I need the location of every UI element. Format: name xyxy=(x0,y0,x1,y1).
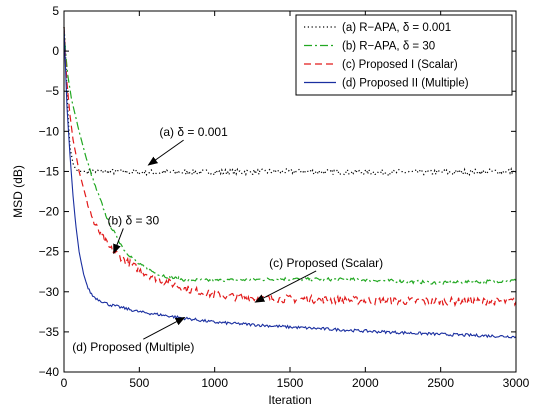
annotation-label: (c) Proposed (Scalar) xyxy=(269,256,383,270)
annotation-arrow xyxy=(147,139,184,166)
x-tick-label: 2000 xyxy=(352,376,379,390)
x-tick-label: 1000 xyxy=(201,376,228,390)
series-line-4 xyxy=(63,26,517,339)
annotation-layer: (a) δ = 0.001 (b) δ = 30 (c) Proposed (Sca… xyxy=(72,125,383,354)
y-tick-label: 5 xyxy=(52,4,59,18)
plot-frame xyxy=(63,10,517,373)
y-tick-label: 0 xyxy=(52,44,59,58)
y-tick-label: −20 xyxy=(39,205,60,219)
y-tick-label: −25 xyxy=(39,245,60,259)
annotation-arrow xyxy=(143,316,186,340)
y-tick-label: −10 xyxy=(39,124,60,138)
series-line-1 xyxy=(63,26,517,177)
y-tick-label: −40 xyxy=(39,365,60,379)
y-tick-label: −15 xyxy=(39,164,60,178)
x-tick-label: 1500 xyxy=(277,376,304,390)
legend-entry: (b) R−APA, δ = 30 xyxy=(342,41,435,53)
series-line-2 xyxy=(63,26,517,286)
y-axis-label: MSD (dB) xyxy=(11,165,25,218)
x-tick-label: 500 xyxy=(129,376,149,390)
legend-box xyxy=(295,14,513,96)
series-line-3 xyxy=(63,26,517,308)
legend-entry: (c) Proposed I (Scalar) xyxy=(342,59,458,71)
tick-layer: 0 500 1000 1500 2000 2500 3000 5 0 −5 −10 −15 −20 −25… xyxy=(39,4,530,390)
legend: (a) R−APA, δ = 0.001 (b) R−APA, δ = 30 (c)… xyxy=(295,14,513,96)
x-tick-label: 2500 xyxy=(427,376,454,390)
x-axis-label: Iteration xyxy=(268,393,311,407)
annotation-label: (a) δ = 0.001 xyxy=(159,125,228,139)
y-tick-label: −35 xyxy=(39,325,60,339)
y-tick-label: −5 xyxy=(45,84,59,98)
legend-entry: (d) Proposed II (Multiple) xyxy=(342,78,469,90)
annotation-arrow xyxy=(254,270,317,303)
legend-entry: (a) R−APA, δ = 0.001 xyxy=(342,22,451,34)
series-layer xyxy=(63,26,517,339)
x-tick-label: 3000 xyxy=(503,376,530,390)
annotation-label: (b) δ = 30 xyxy=(107,213,159,227)
y-tick-label: −30 xyxy=(39,285,60,299)
annotation-arrow xyxy=(113,228,124,255)
annotation-label: (d) Proposed (Multiple) xyxy=(72,340,194,354)
x-tick-label: 0 xyxy=(61,376,68,390)
